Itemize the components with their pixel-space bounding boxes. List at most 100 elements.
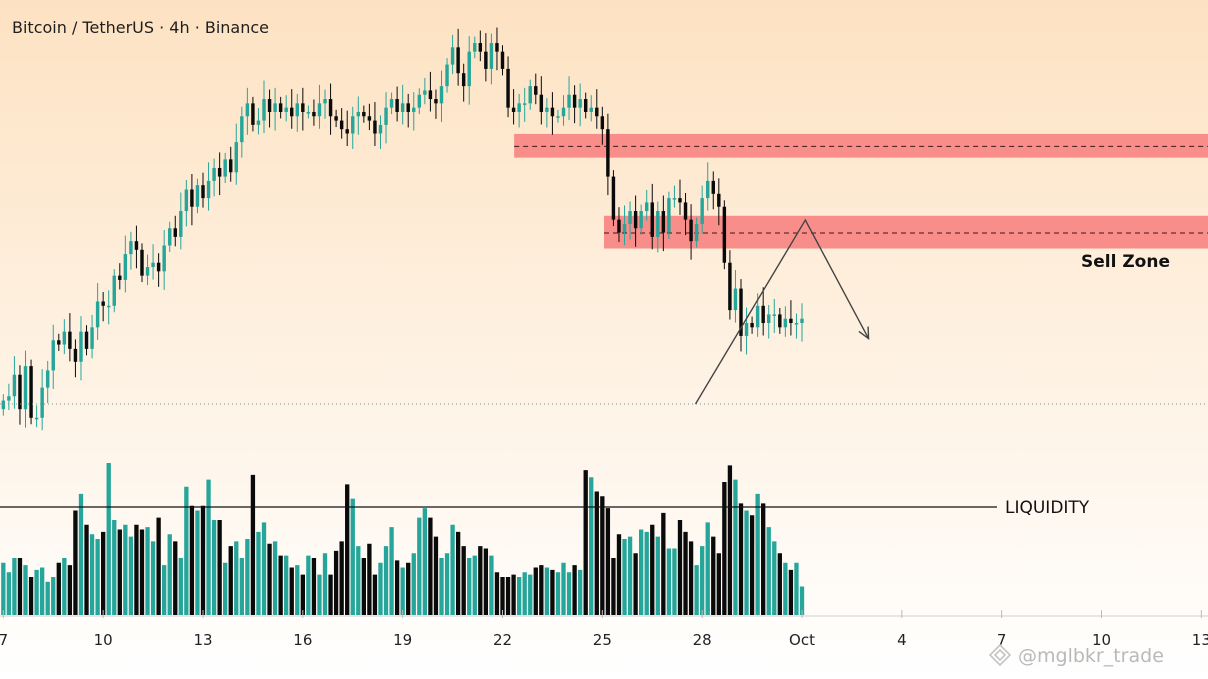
volume-bar: [772, 541, 777, 615]
candle-body: [761, 305, 765, 324]
volume-bar: [700, 546, 705, 615]
candle-body: [578, 99, 582, 108]
candle-body: [73, 348, 78, 362]
volume-bar: [84, 524, 89, 615]
candle-body: [767, 314, 771, 324]
candle-body: [789, 318, 793, 324]
candle-body: [644, 202, 649, 212]
candle-body: [772, 314, 776, 316]
candle-body: [334, 116, 338, 121]
volume-bar: [411, 553, 416, 615]
candle-body: [611, 176, 616, 220]
candle-body: [262, 99, 266, 121]
volume-bar: [483, 548, 489, 615]
volume-bar: [223, 562, 228, 615]
candle-body: [179, 211, 183, 237]
volume-bar: [788, 569, 794, 615]
resistance-zone-upper-rect: [514, 133, 1208, 158]
volume-bar: [311, 558, 317, 615]
volume-bar: [250, 474, 256, 615]
volume-bar: [577, 569, 583, 615]
volume-bar: [284, 555, 289, 615]
candle-body: [794, 323, 799, 325]
volume-bar: [361, 558, 367, 615]
volume-bar: [439, 558, 444, 615]
candle-body: [528, 86, 532, 104]
volume-bar: [6, 572, 12, 615]
volume-bar: [572, 565, 577, 615]
volume-bar: [467, 558, 472, 615]
candle-body: [351, 116, 355, 134]
volume-bar: [295, 565, 300, 615]
candle-body: [672, 198, 677, 200]
candle-body: [567, 94, 571, 108]
candle-body: [306, 111, 311, 114]
candle-body: [739, 288, 743, 336]
volume-bar: [128, 536, 134, 615]
volume-bar: [528, 574, 533, 615]
volume-bar: [12, 558, 17, 615]
volume-bar: [455, 531, 461, 615]
volume-bar: [45, 581, 50, 615]
candle-body: [522, 103, 527, 105]
candle-body: [90, 327, 94, 349]
volume-bar: [677, 520, 683, 615]
volume-bar: [616, 534, 622, 615]
volume-bar: [245, 539, 250, 615]
candle-body: [140, 249, 144, 276]
candle-body: [445, 64, 449, 87]
x-tick-label: 22: [493, 631, 512, 649]
volume-bar: [67, 565, 73, 615]
volume-bar: [195, 510, 200, 615]
volume-bar: [400, 567, 405, 615]
volume-bar: [62, 558, 67, 615]
volume-bar: [472, 555, 477, 615]
volume-bar: [1, 562, 6, 615]
volume-bar: [89, 534, 95, 615]
candle-body: [589, 107, 593, 112]
volume-bar: [73, 510, 78, 615]
volume-bar: [34, 569, 39, 615]
projection-arrowhead: [858, 326, 870, 340]
candle-body: [778, 314, 782, 328]
candle-body: [229, 159, 233, 173]
volume-bar: [755, 493, 760, 615]
candle-body: [661, 211, 666, 233]
volume-bar: [605, 508, 611, 615]
candle-body: [534, 86, 538, 95]
volume-bar: [39, 567, 45, 615]
candle-body: [118, 275, 122, 280]
volume-bar: [239, 558, 244, 615]
volume-bar: [761, 503, 766, 615]
volume-bar: [145, 527, 150, 615]
candle-body: [156, 262, 161, 272]
x-tick-label: 28: [693, 631, 712, 649]
candle-body: [173, 228, 177, 237]
volume-bar: [95, 539, 100, 615]
volume-bar: [738, 503, 744, 615]
volume-bar: [428, 517, 433, 615]
volume-bar: [622, 539, 627, 615]
candle-body: [406, 103, 410, 112]
volume-bar: [112, 520, 117, 615]
volume-bar: [28, 577, 34, 615]
candle-body: [62, 331, 67, 345]
volume-bar: [234, 541, 239, 615]
volume-bar: [749, 515, 755, 615]
volume-bar: [799, 586, 805, 615]
candle-body: [733, 288, 738, 311]
volume-bar: [300, 574, 305, 615]
overlay-layer: [0, 218, 1208, 508]
candle-body: [495, 43, 499, 52]
volume-bar: [544, 567, 550, 615]
volume-bar: [372, 574, 378, 615]
candle-body: [572, 94, 577, 108]
candle-body: [678, 198, 682, 203]
volume-bar: [589, 477, 594, 615]
volume-bar: [117, 529, 122, 615]
volume-bar: [478, 546, 483, 615]
candle-body: [206, 180, 211, 199]
candle-body: [595, 107, 599, 117]
volume-bar: [78, 493, 84, 615]
